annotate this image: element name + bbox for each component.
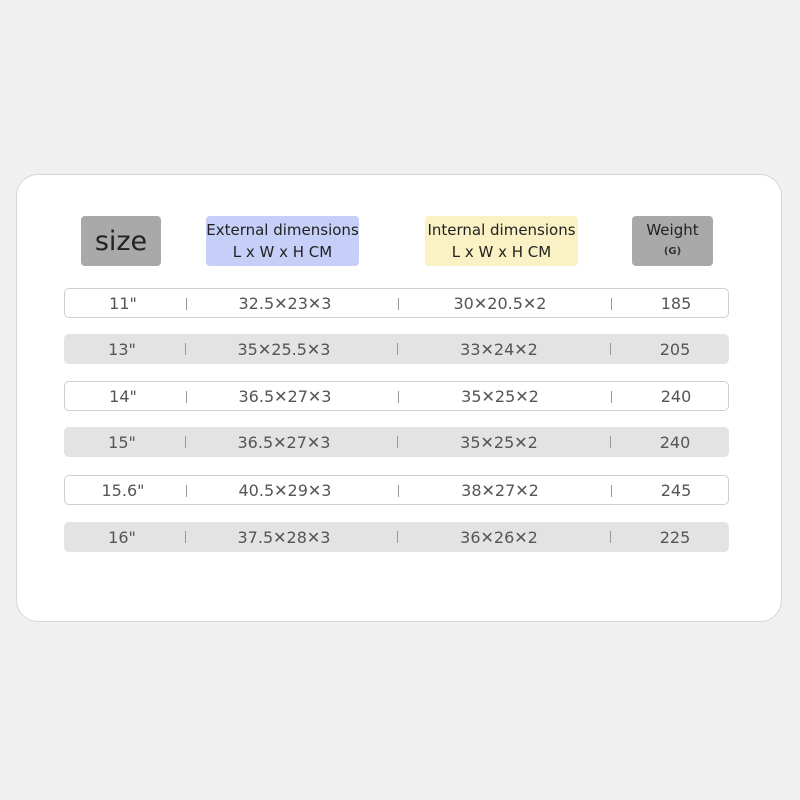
header-weight: Weight (G): [632, 216, 713, 266]
table-row: 14" 36.5✕27✕3 35✕25✕2 240: [64, 381, 729, 411]
cell-internal: 38✕27✕2: [461, 480, 539, 500]
cell-size: 11": [109, 293, 137, 313]
cell-size: 15.6": [101, 480, 145, 500]
table-row: 15" 36.5✕27✕3 35✕25✕2 240: [64, 427, 729, 457]
cell-internal: 36✕26✕2: [460, 527, 538, 547]
cell-weight: 245: [660, 480, 692, 500]
table-row: 16" 37.5✕28✕3 36✕26✕2 225: [64, 522, 729, 552]
cell-external: 35✕25.5✕3: [237, 339, 331, 359]
header-internal-unit: L x W x H CM: [451, 243, 552, 261]
cell-size: 16": [108, 527, 136, 547]
cell-size: 15": [108, 432, 136, 452]
cell-weight: 240: [659, 432, 691, 452]
column-divider: [186, 391, 187, 403]
column-divider: [611, 298, 612, 310]
column-divider: [610, 343, 611, 355]
column-divider: [611, 485, 612, 497]
column-divider: [397, 531, 398, 543]
column-divider: [186, 485, 187, 497]
header-external-unit: L x W x H CM: [232, 243, 333, 261]
column-divider: [398, 391, 399, 403]
column-divider: [397, 436, 398, 448]
cell-internal: 33✕24✕2: [460, 339, 538, 359]
column-divider: [611, 391, 612, 403]
column-divider: [185, 343, 186, 355]
cell-weight: 225: [659, 527, 691, 547]
table-row: 15.6" 40.5✕29✕3 38✕27✕2 245: [64, 475, 729, 505]
cell-external: 36.5✕27✕3: [237, 432, 331, 452]
column-divider: [186, 298, 187, 310]
cell-size: 13": [108, 339, 136, 359]
table-row: 11" 32.5✕23✕3 30✕20.5✕2 185: [64, 288, 729, 318]
header-external: External dimensions L x W x H CM: [206, 216, 359, 266]
cell-external: 37.5✕28✕3: [237, 527, 331, 547]
cell-internal: 35✕25✕2: [460, 432, 538, 452]
table-row: 13" 35✕25.5✕3 33✕24✕2 205: [64, 334, 729, 364]
column-divider: [185, 531, 186, 543]
cell-external: 36.5✕27✕3: [238, 386, 332, 406]
header-size-label: size: [94, 225, 148, 257]
cell-internal: 30✕20.5✕2: [453, 293, 547, 313]
cell-weight: 185: [660, 293, 692, 313]
column-divider: [610, 436, 611, 448]
cell-external: 40.5✕29✕3: [238, 480, 332, 500]
column-divider: [185, 436, 186, 448]
cell-internal: 35✕25✕2: [461, 386, 539, 406]
column-divider: [398, 298, 399, 310]
cell-weight: 205: [659, 339, 691, 359]
header-weight-title: Weight: [646, 221, 699, 239]
header-weight-unit: (G): [663, 246, 682, 257]
header-internal: Internal dimensions L x W x H CM: [425, 216, 578, 266]
column-divider: [398, 485, 399, 497]
header-size: size: [81, 216, 161, 266]
column-divider: [397, 343, 398, 355]
header-external-title: External dimensions: [206, 221, 359, 239]
column-divider: [610, 531, 611, 543]
cell-external: 32.5✕23✕3: [238, 293, 332, 313]
header-internal-title: Internal dimensions: [427, 221, 576, 239]
cell-weight: 240: [660, 386, 692, 406]
cell-size: 14": [109, 386, 137, 406]
